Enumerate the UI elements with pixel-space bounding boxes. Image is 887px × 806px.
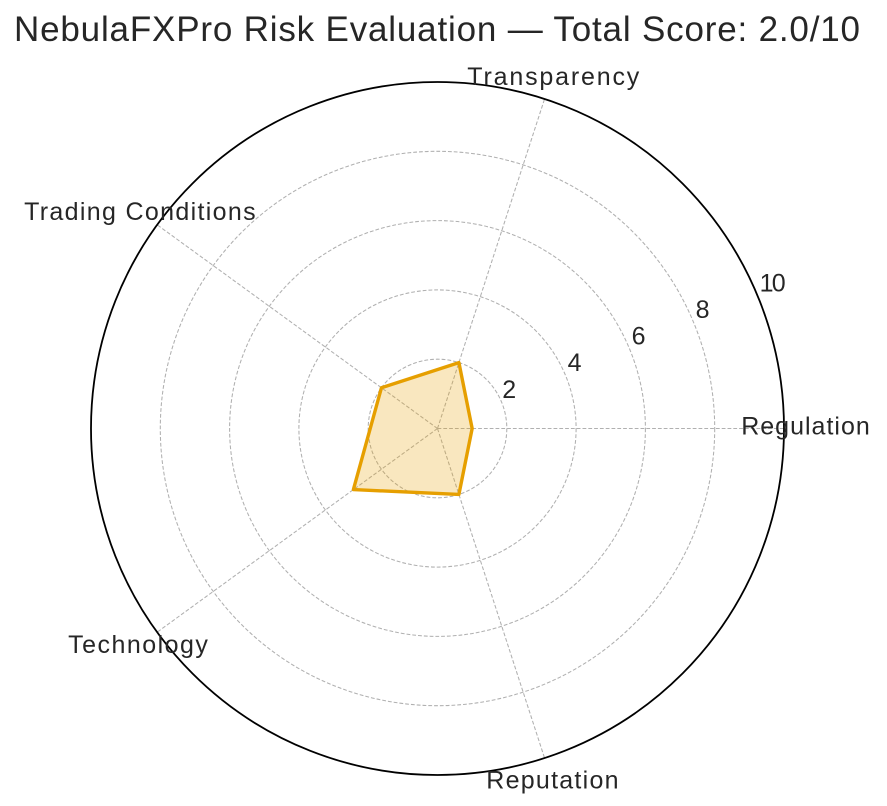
svg-text:Technology: Technology: [68, 631, 208, 659]
svg-text:10: 10: [760, 270, 786, 298]
svg-text:Regulation: Regulation: [741, 413, 870, 441]
svg-text:2: 2: [502, 376, 516, 404]
svg-text:Reputation: Reputation: [486, 767, 618, 795]
svg-text:8: 8: [696, 296, 710, 324]
svg-text:6: 6: [632, 323, 646, 351]
svg-text:NebulaFXPro Risk Evaluation —: NebulaFXPro Risk Evaluation — Total Scor…: [14, 10, 860, 49]
svg-text:4: 4: [568, 349, 582, 377]
svg-text:Trading Conditions: Trading Conditions: [24, 198, 256, 226]
